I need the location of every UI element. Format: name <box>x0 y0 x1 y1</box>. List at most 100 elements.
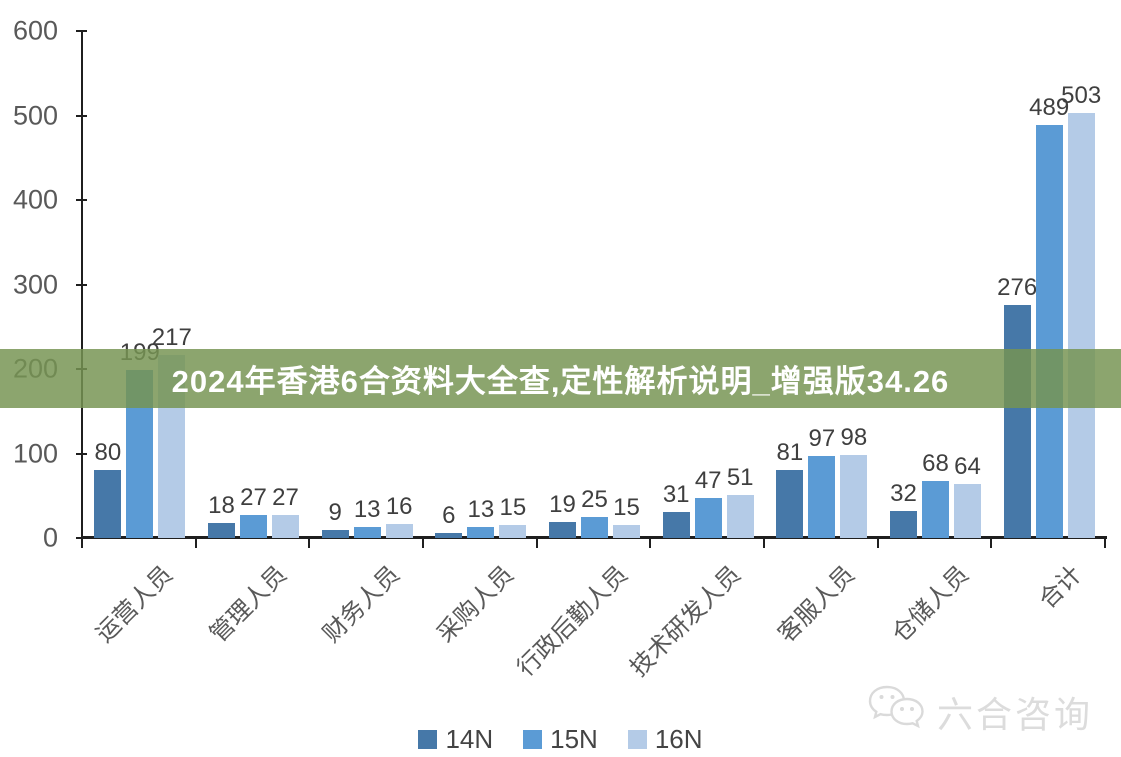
bar-15N: 489 <box>1029 94 1069 538</box>
bar-14N: 19 <box>549 491 577 538</box>
bar-value-label: 27 <box>272 484 299 511</box>
bar-15N: 13 <box>467 496 495 538</box>
x-category-label: 客服人员 <box>772 560 860 648</box>
bar-16N: 16 <box>385 493 413 538</box>
legend-item-16N: 16N <box>627 724 703 755</box>
bar-14N: 276 <box>997 274 1037 538</box>
bar-group-7: 81 97 98 <box>765 31 879 538</box>
y-tick-label: 600 <box>12 15 58 46</box>
bar-value-label: 15 <box>499 494 527 521</box>
bar-value-label: 97 <box>808 425 836 452</box>
x-tick <box>649 537 651 548</box>
bar-16N: 15 <box>499 494 527 538</box>
y-tick-label: 0 <box>42 522 58 553</box>
bar-value-label: 31 <box>662 481 690 508</box>
bar-16N: 64 <box>954 453 982 538</box>
x-tick <box>308 537 310 548</box>
banner-text: 2024年香港6合资料大全查,定性解析说明_增强版34.26 <box>171 364 950 399</box>
y-tick-label: 100 <box>12 438 58 468</box>
bar-value-label: 98 <box>840 424 868 451</box>
bar-value-label: 19 <box>549 491 576 518</box>
chart-legend: 14N 15N 16N <box>0 724 1121 755</box>
legend-swatch <box>523 730 543 749</box>
y-tick <box>76 283 87 286</box>
legend-label: 14N <box>445 724 494 754</box>
bar-14N: 80 <box>94 439 122 538</box>
bar-14N: 6 <box>435 502 463 538</box>
x-tick <box>1104 537 1106 548</box>
bar-15N: 68 <box>922 450 950 538</box>
y-tick-label: 400 <box>12 184 58 215</box>
bar-value-label: 503 <box>1061 82 1102 109</box>
bar-value-label: 9 <box>328 499 342 526</box>
y-tick <box>76 114 87 117</box>
x-category-label: 采购人员 <box>431 560 519 648</box>
bar-group-6: 31 47 51 <box>651 31 765 538</box>
y-tick <box>76 452 87 455</box>
x-tick <box>195 537 197 548</box>
legend-swatch <box>627 730 647 749</box>
legend-label: 16N <box>654 724 703 754</box>
bar-value-label: 217 <box>151 324 192 351</box>
bar-value-label: 489 <box>1029 94 1070 121</box>
watermark: 六合咨询 <box>865 683 1093 740</box>
legend-swatch <box>418 730 438 749</box>
bar-value-label: 47 <box>694 467 722 494</box>
legend-item-15N: 15N <box>523 724 598 755</box>
bar-14N: 9 <box>321 499 349 538</box>
x-tick <box>763 537 765 548</box>
y-tick <box>76 30 87 32</box>
x-category-label: 财务人员 <box>318 560 406 648</box>
bar-group-3: 9 13 16 <box>310 31 424 538</box>
legend-item-14N: 14N <box>418 724 493 755</box>
bar-16N: 98 <box>840 424 868 538</box>
y-tick-label: 500 <box>12 100 58 130</box>
bar-group-4: 6 13 15 <box>424 31 538 538</box>
bar-value-label: 64 <box>954 453 981 480</box>
bar-group-2: 18 27 27 <box>197 31 311 538</box>
bar-value-label: 13 <box>467 496 495 523</box>
bar-value-label: 51 <box>726 464 754 491</box>
bar-15N: 97 <box>808 425 836 538</box>
bar-value-label: 27 <box>240 484 267 511</box>
bar-value-label: 276 <box>997 274 1038 301</box>
bar-value-label: 15 <box>613 494 640 521</box>
x-category-label: 行政后勤人员 <box>511 560 633 682</box>
bar-value-label: 13 <box>353 496 381 523</box>
x-category-label: 技术研发人员 <box>625 560 747 682</box>
bar-14N: 81 <box>776 439 804 538</box>
bar-value-label: 68 <box>922 450 949 477</box>
legend-label: 15N <box>550 724 598 754</box>
x-tick <box>990 537 992 548</box>
bar-value-label: 6 <box>442 502 456 529</box>
y-tick <box>76 199 87 201</box>
bar-14N: 31 <box>662 481 690 538</box>
x-tick <box>422 537 424 548</box>
bar-group-5: 19 25 15 <box>538 31 652 538</box>
bar-group-1: 80199217 <box>83 31 197 538</box>
bar-plot-area: 8019921718272791316613151925153147518197… <box>83 31 1106 538</box>
bar-value-label: 80 <box>94 439 122 466</box>
y-tick-label: 300 <box>12 269 58 299</box>
bar-group-8: 32 68 64 <box>879 31 993 538</box>
bar-value-label: 32 <box>890 480 917 507</box>
bar-16N: 51 <box>726 464 754 538</box>
bar-value-label: 16 <box>385 493 413 520</box>
x-tick <box>536 537 538 548</box>
watermark-text: 六合咨询 <box>936 693 1093 735</box>
bar-15N: 13 <box>353 496 381 538</box>
bar-group-9: 276 489 503 <box>992 31 1106 538</box>
bar-14N: 18 <box>208 492 235 538</box>
bar-16N: 503 <box>1061 82 1101 538</box>
wechat-icon <box>865 683 927 740</box>
bar-value-label: 25 <box>581 486 608 513</box>
bar-16N: 15 <box>613 494 641 538</box>
bar-16N: 27 <box>272 484 299 538</box>
bar-value-label: 18 <box>208 492 235 519</box>
x-tick <box>877 537 879 548</box>
x-category-label: 管理人员 <box>204 560 292 648</box>
bar-15N: 47 <box>694 467 722 538</box>
overlay-banner: 2024年香港6合资料大全查,定性解析说明_增强版34.26 <box>0 349 1121 408</box>
bar-15N: 25 <box>581 486 609 538</box>
